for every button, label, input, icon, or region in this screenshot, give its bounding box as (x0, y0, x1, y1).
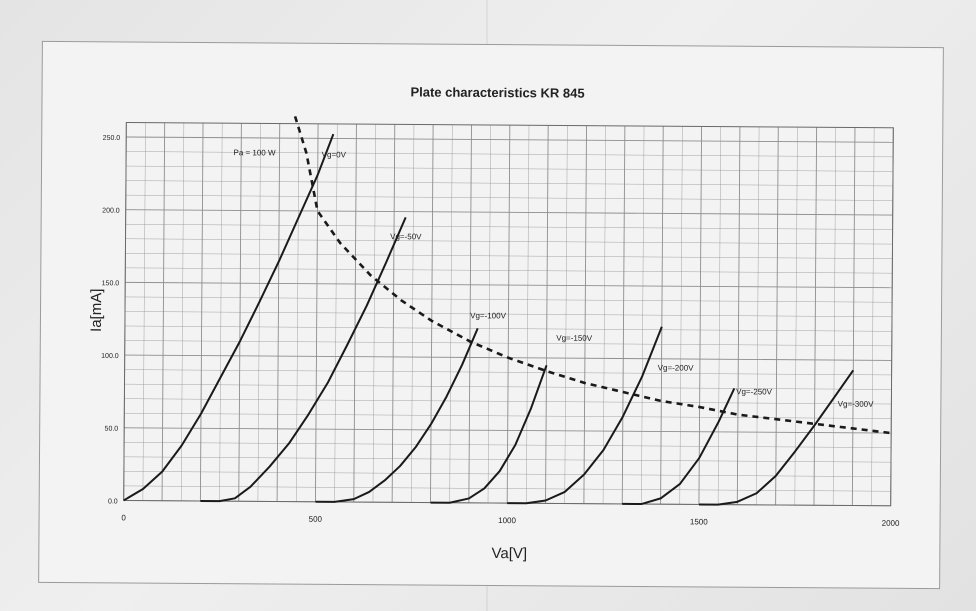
grid-line-horizontal (125, 238, 893, 245)
grid (123, 122, 894, 507)
grid-line-horizontal (124, 340, 892, 347)
y-tick-label: 100.0 (101, 353, 119, 360)
series-line (315, 328, 479, 503)
power-curve-layer (293, 115, 892, 435)
y-tick-label: 200.0 (102, 208, 120, 215)
x-tick-label: 0 (121, 513, 126, 522)
grid-line-horizontal (125, 311, 892, 317)
x-tick-label: 1000 (498, 516, 516, 525)
y-axis-label: Ia[mA] (88, 289, 105, 332)
grid-line-horizontal (124, 369, 892, 376)
grid-line-horizontal (124, 442, 892, 448)
series-line (507, 326, 663, 505)
series-label: Vg=0V (322, 150, 347, 159)
chart-title: Plate characteristics KR 845 (410, 84, 584, 100)
series-curves (123, 133, 855, 506)
plate-characteristics-chart: 0 500 1000 1500 2000 0.0 50.0 100.0 150.0 200.0 25… (88, 84, 900, 562)
grid-line-horizontal (125, 296, 893, 303)
series-line (200, 217, 407, 503)
grid-line-horizontal (125, 180, 893, 187)
grid-line-horizontal (124, 383, 892, 390)
series-line (123, 133, 335, 502)
curve-labels: Pa = 100 W Vg=0V Vg=-50V Vg=-100V Vg=-150V Vg… (233, 148, 875, 409)
grid-line-horizontal (126, 136, 894, 143)
series-label: Vg=-50V (390, 232, 422, 241)
power-curve-label: Pa = 100 W (233, 148, 276, 157)
series-label: Vg=-100V (470, 311, 507, 320)
series-line (430, 364, 548, 504)
grid-line-horizontal (124, 398, 892, 405)
series-label: Vg=-150V (556, 334, 593, 343)
series-label: Vg=-300V (838, 400, 875, 409)
grid-line-horizontal (125, 209, 893, 216)
x-tick-label: 2000 (882, 519, 900, 528)
grid-line-horizontal (125, 253, 893, 259)
y-tick-label: 250.0 (103, 135, 121, 142)
power-dissipation-curve (293, 115, 892, 435)
grid-line-horizontal (126, 151, 894, 158)
series-label: Vg=-200V (658, 363, 695, 372)
grid-line-horizontal (126, 165, 894, 172)
x-tick-label: 500 (309, 515, 323, 524)
grid-line-horizontal (125, 281, 893, 289)
grid-line-horizontal (123, 471, 891, 477)
series-label: Vg=-250V (736, 387, 773, 396)
axis-ticks: 0 500 1000 1500 2000 0.0 50.0 100.0 150.0 200.0 25… (101, 135, 900, 528)
series-line (698, 369, 855, 506)
grid-line-horizontal (125, 194, 893, 201)
y-tick-label: 50.0 (105, 426, 119, 433)
grid-line-horizontal (125, 224, 893, 230)
grid-line-horizontal (124, 427, 892, 434)
x-axis-label: Va[V] (491, 545, 527, 562)
y-tick-label: 150.0 (102, 280, 120, 287)
x-tick-label: 1500 (690, 517, 708, 526)
chart-sheet: 0 500 1000 1500 2000 0.0 50.0 100.0 150.0 200.0 25… (38, 40, 944, 590)
y-tick-label: 0.0 (108, 498, 118, 505)
grid-line-horizontal (125, 267, 893, 274)
grid-line-horizontal (124, 325, 892, 332)
series-line (622, 387, 736, 506)
